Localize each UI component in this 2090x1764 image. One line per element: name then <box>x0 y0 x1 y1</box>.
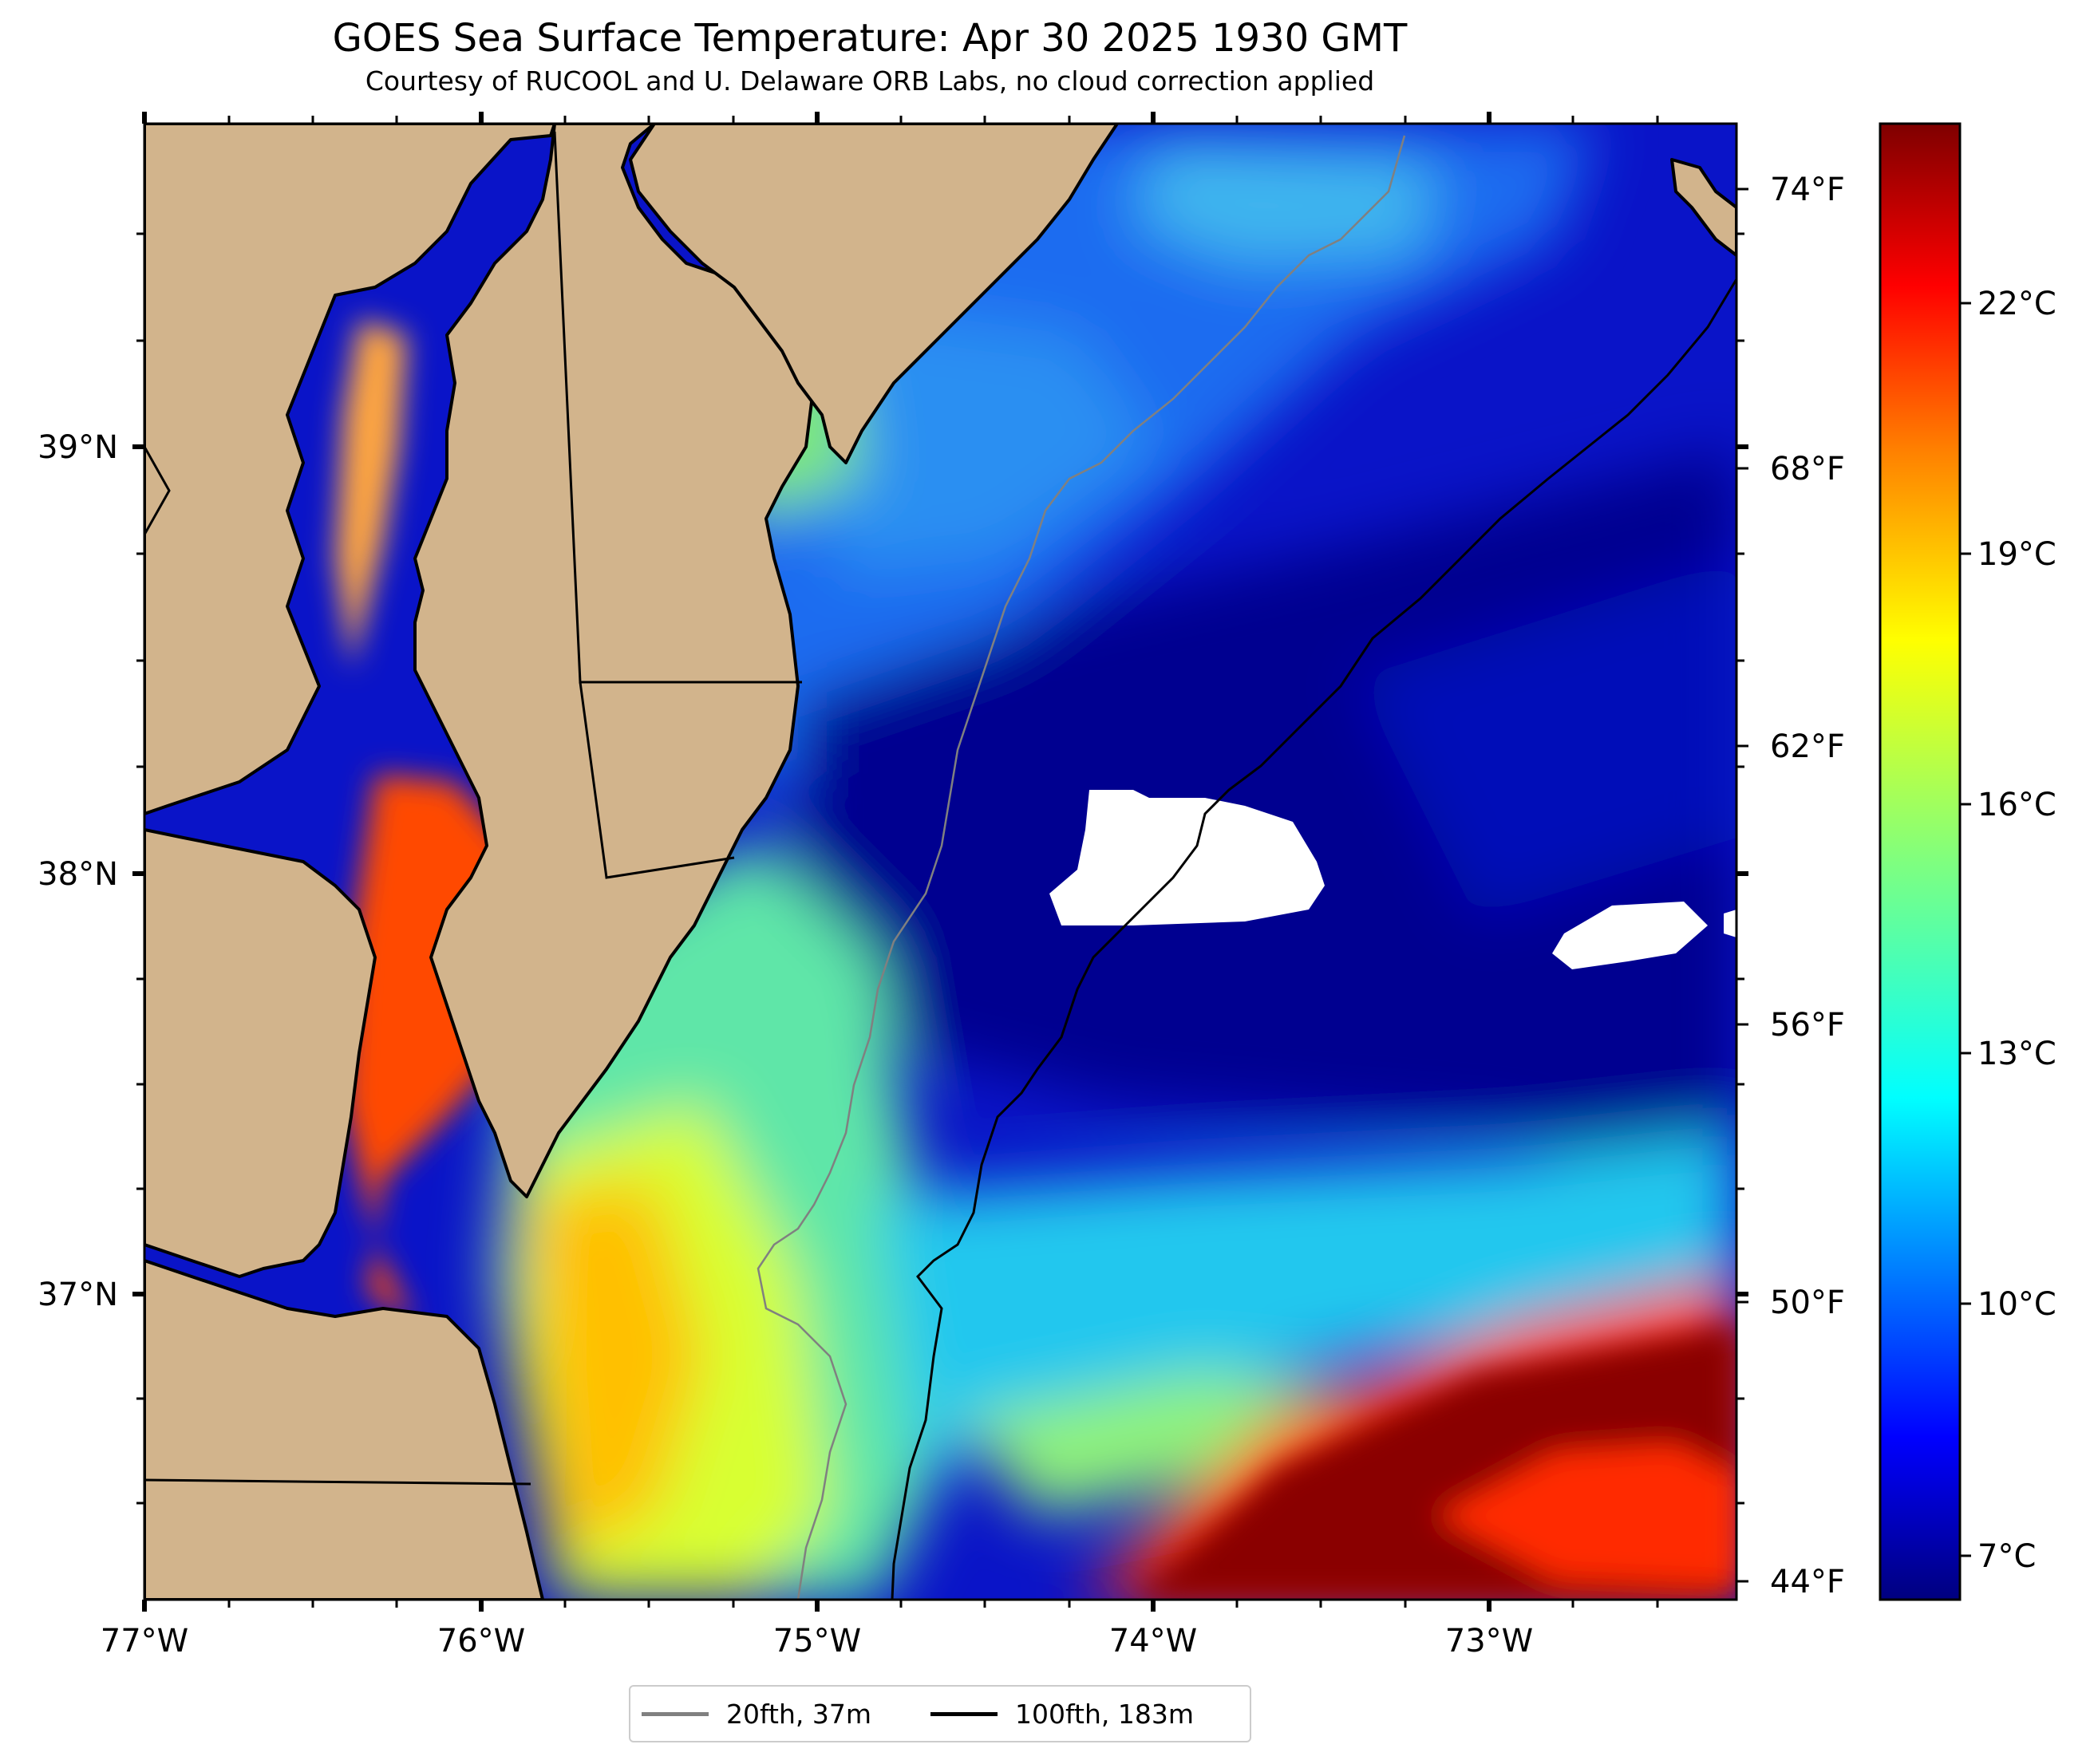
lon-label: 77°W <box>101 1623 188 1659</box>
isobath-100fth <box>891 278 1736 1600</box>
celsius-label: 7°C <box>1977 1538 2036 1575</box>
celsius-label: 22°C <box>1977 286 2056 322</box>
isobath-legend: 20fth, 37m 100fth, 183m <box>629 1685 1251 1742</box>
map-frame <box>143 122 1738 1601</box>
legend-item-100fth: 100fth, 183m <box>930 1699 1194 1730</box>
lon-label: 75°W <box>773 1623 861 1659</box>
celsius-label: 16°C <box>1977 787 2056 823</box>
celsius-label: 13°C <box>1977 1036 2056 1072</box>
legend-line-gray <box>642 1711 709 1716</box>
map-subtitle: Courtesy of RUCOOL and U. Delaware ORB L… <box>365 65 1375 97</box>
lon-label: 76°W <box>437 1623 525 1659</box>
legend-label: 100fth, 183m <box>1015 1698 1194 1730</box>
fahrenheit-label: 68°F <box>1770 451 1845 487</box>
fahrenheit-label: 50°F <box>1770 1285 1845 1321</box>
lat-label: 38°N <box>38 856 118 893</box>
lon-label: 73°W <box>1445 1623 1533 1659</box>
celsius-label: 19°C <box>1977 536 2056 573</box>
fahrenheit-label: 44°F <box>1770 1564 1845 1600</box>
legend-line-black <box>930 1711 998 1716</box>
fahrenheit-label: 74°F <box>1770 172 1845 208</box>
celsius-label: 10°C <box>1977 1286 2056 1323</box>
legend-label: 20fth, 37m <box>726 1698 871 1730</box>
sst-field <box>144 124 1736 1600</box>
isobath-20fth <box>757 135 1406 1600</box>
lat-label: 39°N <box>38 429 118 466</box>
lon-label: 74°W <box>1109 1623 1197 1659</box>
map-title: GOES Sea Surface Temperature: Apr 30 202… <box>332 16 1408 61</box>
legend-item-20fth: 20fth, 37m <box>642 1699 871 1730</box>
fahrenheit-label: 62°F <box>1770 728 1845 765</box>
lat-label: 37°N <box>38 1277 118 1313</box>
colorbar <box>1879 122 1962 1601</box>
fahrenheit-label: 56°F <box>1770 1007 1845 1044</box>
